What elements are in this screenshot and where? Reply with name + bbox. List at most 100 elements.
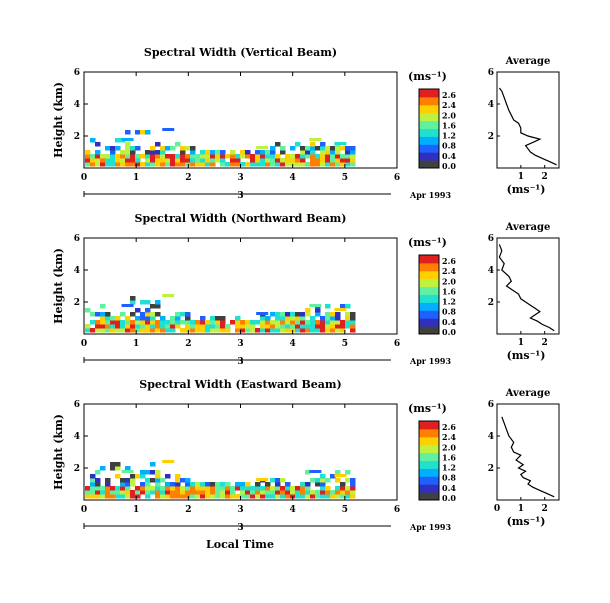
colorbar-tick-label: 2.0 [442, 276, 456, 286]
heatmap-cell [320, 478, 326, 483]
colorbar-tick-label: 1.6 [442, 120, 456, 130]
colorbar-frame [418, 254, 440, 335]
heatmap-cell [320, 162, 326, 167]
heatmap-cell [140, 324, 146, 329]
heatmap-cell [155, 142, 161, 147]
heatmap-cell [145, 308, 151, 313]
heatmap-cell [320, 328, 326, 333]
x-tick-label: 3 [237, 505, 243, 515]
heatmap-cell [130, 296, 136, 301]
heatmap-cell [180, 162, 186, 167]
colorbar-swatch [419, 112, 439, 122]
heatmap-cell [200, 324, 206, 329]
heatmap-cell [140, 154, 146, 159]
heatmap-cell [275, 162, 281, 167]
heatmap-cell [105, 320, 111, 325]
avg-y-tick-label: 2 [488, 132, 494, 142]
avg-x-tick-label: 1 [518, 338, 524, 348]
heatmap-cell [345, 304, 351, 309]
heatmap-cell [130, 474, 136, 479]
avg-title: Average [505, 56, 551, 67]
heatmap-cell [345, 478, 351, 483]
date-day-label: 3 [237, 191, 243, 201]
heatmap-cell [150, 154, 156, 159]
heatmap-cell [95, 490, 101, 495]
heatmap-cell [160, 328, 166, 333]
heatmap-cell [145, 486, 151, 491]
y-axis-label: Height (km) [52, 414, 65, 490]
heatmap-cell [195, 486, 201, 491]
heatmap-cell [85, 158, 91, 163]
heatmap-cell [350, 494, 356, 499]
heatmap-cell [300, 146, 306, 151]
y-tick-label: 2 [74, 298, 80, 308]
heatmap-cell [125, 162, 131, 167]
heatmap-cell [330, 150, 336, 155]
heatmap-cell [145, 154, 151, 159]
panel-title: Spectral Width (Northward Beam) [135, 212, 347, 225]
y-tick-label: 6 [74, 400, 80, 410]
avg-profile-line [498, 87, 557, 166]
heatmap-cell [295, 162, 301, 167]
heatmap-cell [205, 162, 211, 167]
colorbar-swatch [419, 96, 439, 106]
heatmap-cell [220, 162, 226, 167]
heatmap-cell [195, 490, 201, 495]
heatmap-cell [240, 154, 246, 159]
date-day-label: 3 [237, 357, 243, 367]
heatmap-cell [270, 146, 276, 151]
heatmap-cell [285, 486, 291, 491]
colorbar-swatch [419, 468, 439, 477]
heatmap-cell [305, 324, 311, 329]
heatmap-cell [320, 320, 326, 325]
heatmap-cell [170, 162, 176, 167]
y-tick-label: 4 [74, 100, 80, 110]
colorbar-tick-label: 2.6 [442, 90, 456, 100]
heatmap-cell [195, 482, 201, 487]
heatmap-cell [145, 324, 151, 329]
colorbar-swatch [419, 120, 439, 129]
heatmap-cell [345, 490, 351, 495]
heatmap-cell [185, 158, 191, 163]
heatmap-cell [180, 320, 186, 325]
heatmap-cell [310, 324, 316, 329]
heatmap-cell [315, 490, 321, 495]
heatmap-cell [245, 490, 251, 495]
heatmap-cell [315, 154, 321, 159]
colorbar-tick-label: 0.0 [442, 161, 456, 171]
heatmap-cell [240, 320, 246, 325]
heatmap-cell [295, 494, 301, 499]
heatmap-cell [160, 162, 166, 167]
heatmap-cell [260, 490, 266, 495]
heatmap-cell [100, 304, 106, 309]
heatmap-cell [185, 486, 191, 491]
heatmap-cell [295, 142, 301, 147]
heatmap-cell [165, 486, 171, 491]
heatmap-cell [325, 486, 331, 491]
heatmap-cell [165, 490, 171, 495]
heatmap-cell [95, 142, 101, 147]
heatmap-cell [170, 154, 176, 159]
x-tick-label: 0 [81, 339, 87, 349]
heatmap-cell [205, 158, 211, 163]
heatmap-cell [165, 328, 171, 333]
heatmap-cell [85, 154, 91, 159]
heatmap-cell [200, 490, 206, 495]
heatmap-cell [135, 494, 141, 499]
heatmap-cell [240, 162, 246, 167]
heatmap-cell [240, 324, 246, 329]
heatmap-cell [245, 162, 251, 167]
colorbar-swatch [419, 160, 439, 169]
heatmap-cell [105, 486, 111, 491]
heatmap-cell [345, 146, 351, 151]
heatmap-cell [325, 304, 331, 309]
heatmap-cell [345, 158, 351, 163]
heatmap-cell [220, 154, 226, 159]
heatmap-cell [260, 494, 266, 499]
heatmap-cell [170, 316, 176, 321]
heatmap-cell [135, 474, 141, 479]
heatmap-cell [205, 490, 211, 495]
heatmap-cell [200, 494, 206, 499]
heatmap-cell [270, 154, 276, 159]
x-tick-label: 3 [237, 173, 243, 183]
